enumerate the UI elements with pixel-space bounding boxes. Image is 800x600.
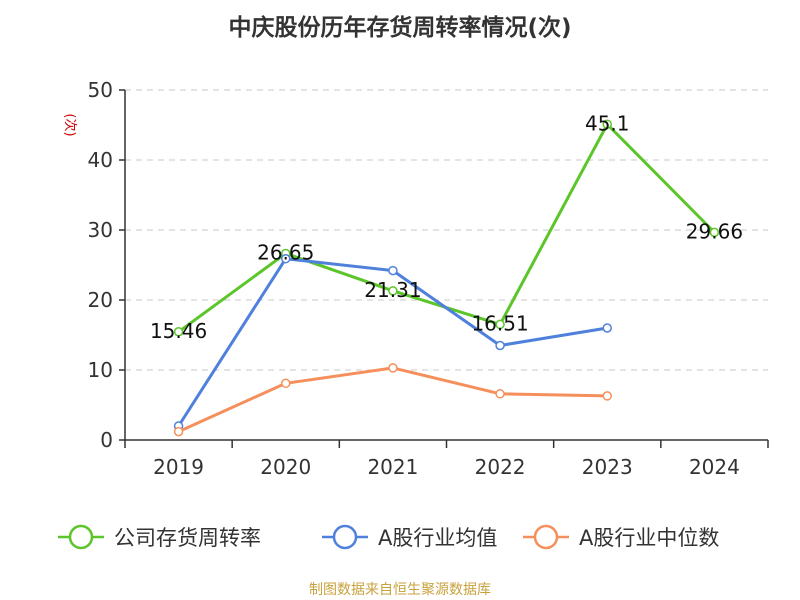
data-label: 26.65 [257, 240, 314, 264]
data-point[interactable] [602, 391, 612, 401]
y-tick-label: 50 [88, 78, 113, 102]
data-label: 29.66 [686, 219, 743, 243]
legend-swatch-marker [533, 524, 559, 550]
y-tick-label: 0 [100, 428, 113, 452]
data-point[interactable] [495, 340, 505, 351]
series-lines [173, 119, 720, 437]
data-labels: 15.46 26.65 21.31 16.51 45.1 29.66 [150, 111, 743, 342]
chart-title: 中庆股份历年存货周转率情况(次) [228, 14, 571, 41]
data-point[interactable] [388, 363, 398, 373]
data-point[interactable] [709, 227, 720, 238]
data-label: 45.1 [585, 111, 630, 135]
legend-label: 公司存货周转率 [114, 526, 261, 550]
data-point[interactable] [495, 319, 505, 330]
data-point[interactable] [602, 119, 612, 130]
data-point[interactable] [173, 327, 184, 337]
x-tick-label: 2019 [153, 455, 204, 479]
series-line [606, 123, 716, 234]
legend-item-0[interactable]: 公司存货周转率 [58, 524, 261, 550]
legend-item-2[interactable]: A股行业中位数 [523, 524, 719, 550]
legend-item-1[interactable]: A股行业均值 [322, 524, 497, 550]
data-point[interactable] [173, 426, 184, 437]
x-tick-label: 2021 [367, 455, 418, 479]
legend-swatch-marker [332, 524, 358, 550]
x-tick-label: 2022 [475, 455, 526, 479]
data-label: 16.51 [471, 311, 528, 335]
series-2 [173, 363, 612, 437]
y-axis-label: (次) [62, 113, 78, 136]
grid-lines [125, 89, 768, 371]
legend-swatch-marker [68, 524, 94, 550]
legend-label: A股行业中位数 [579, 526, 719, 550]
y-tick-label: 30 [88, 218, 113, 242]
data-label: 15.46 [150, 319, 207, 343]
y-tick-label: 20 [88, 288, 113, 312]
x-tick-label: 2024 [689, 455, 740, 479]
data-point[interactable] [281, 253, 291, 264]
y-tick-label: 40 [88, 148, 113, 172]
legend-label: A股行业均值 [378, 526, 497, 550]
data-point[interactable] [388, 265, 398, 276]
axes: 0 10 20 30 40 50 2019 2020 2021 2022 2023 2024 [88, 78, 769, 479]
x-tick-label: 2023 [582, 455, 633, 479]
data-point[interactable] [602, 323, 612, 333]
series-line [498, 123, 609, 326]
data-label: 21.31 [364, 278, 421, 302]
x-tick-label: 2020 [260, 455, 311, 479]
series-1 [173, 253, 612, 431]
y-tick-label: 10 [88, 358, 113, 382]
legend[interactable]: 公司存货周转率 A股行业均值 A股行业中位数 [58, 524, 719, 550]
data-point[interactable] [388, 286, 398, 296]
data-point[interactable] [495, 389, 505, 399]
series-line [177, 366, 608, 433]
source-note: 制图数据来自恒生聚源数据库 [309, 582, 491, 598]
data-point[interactable] [281, 378, 291, 389]
